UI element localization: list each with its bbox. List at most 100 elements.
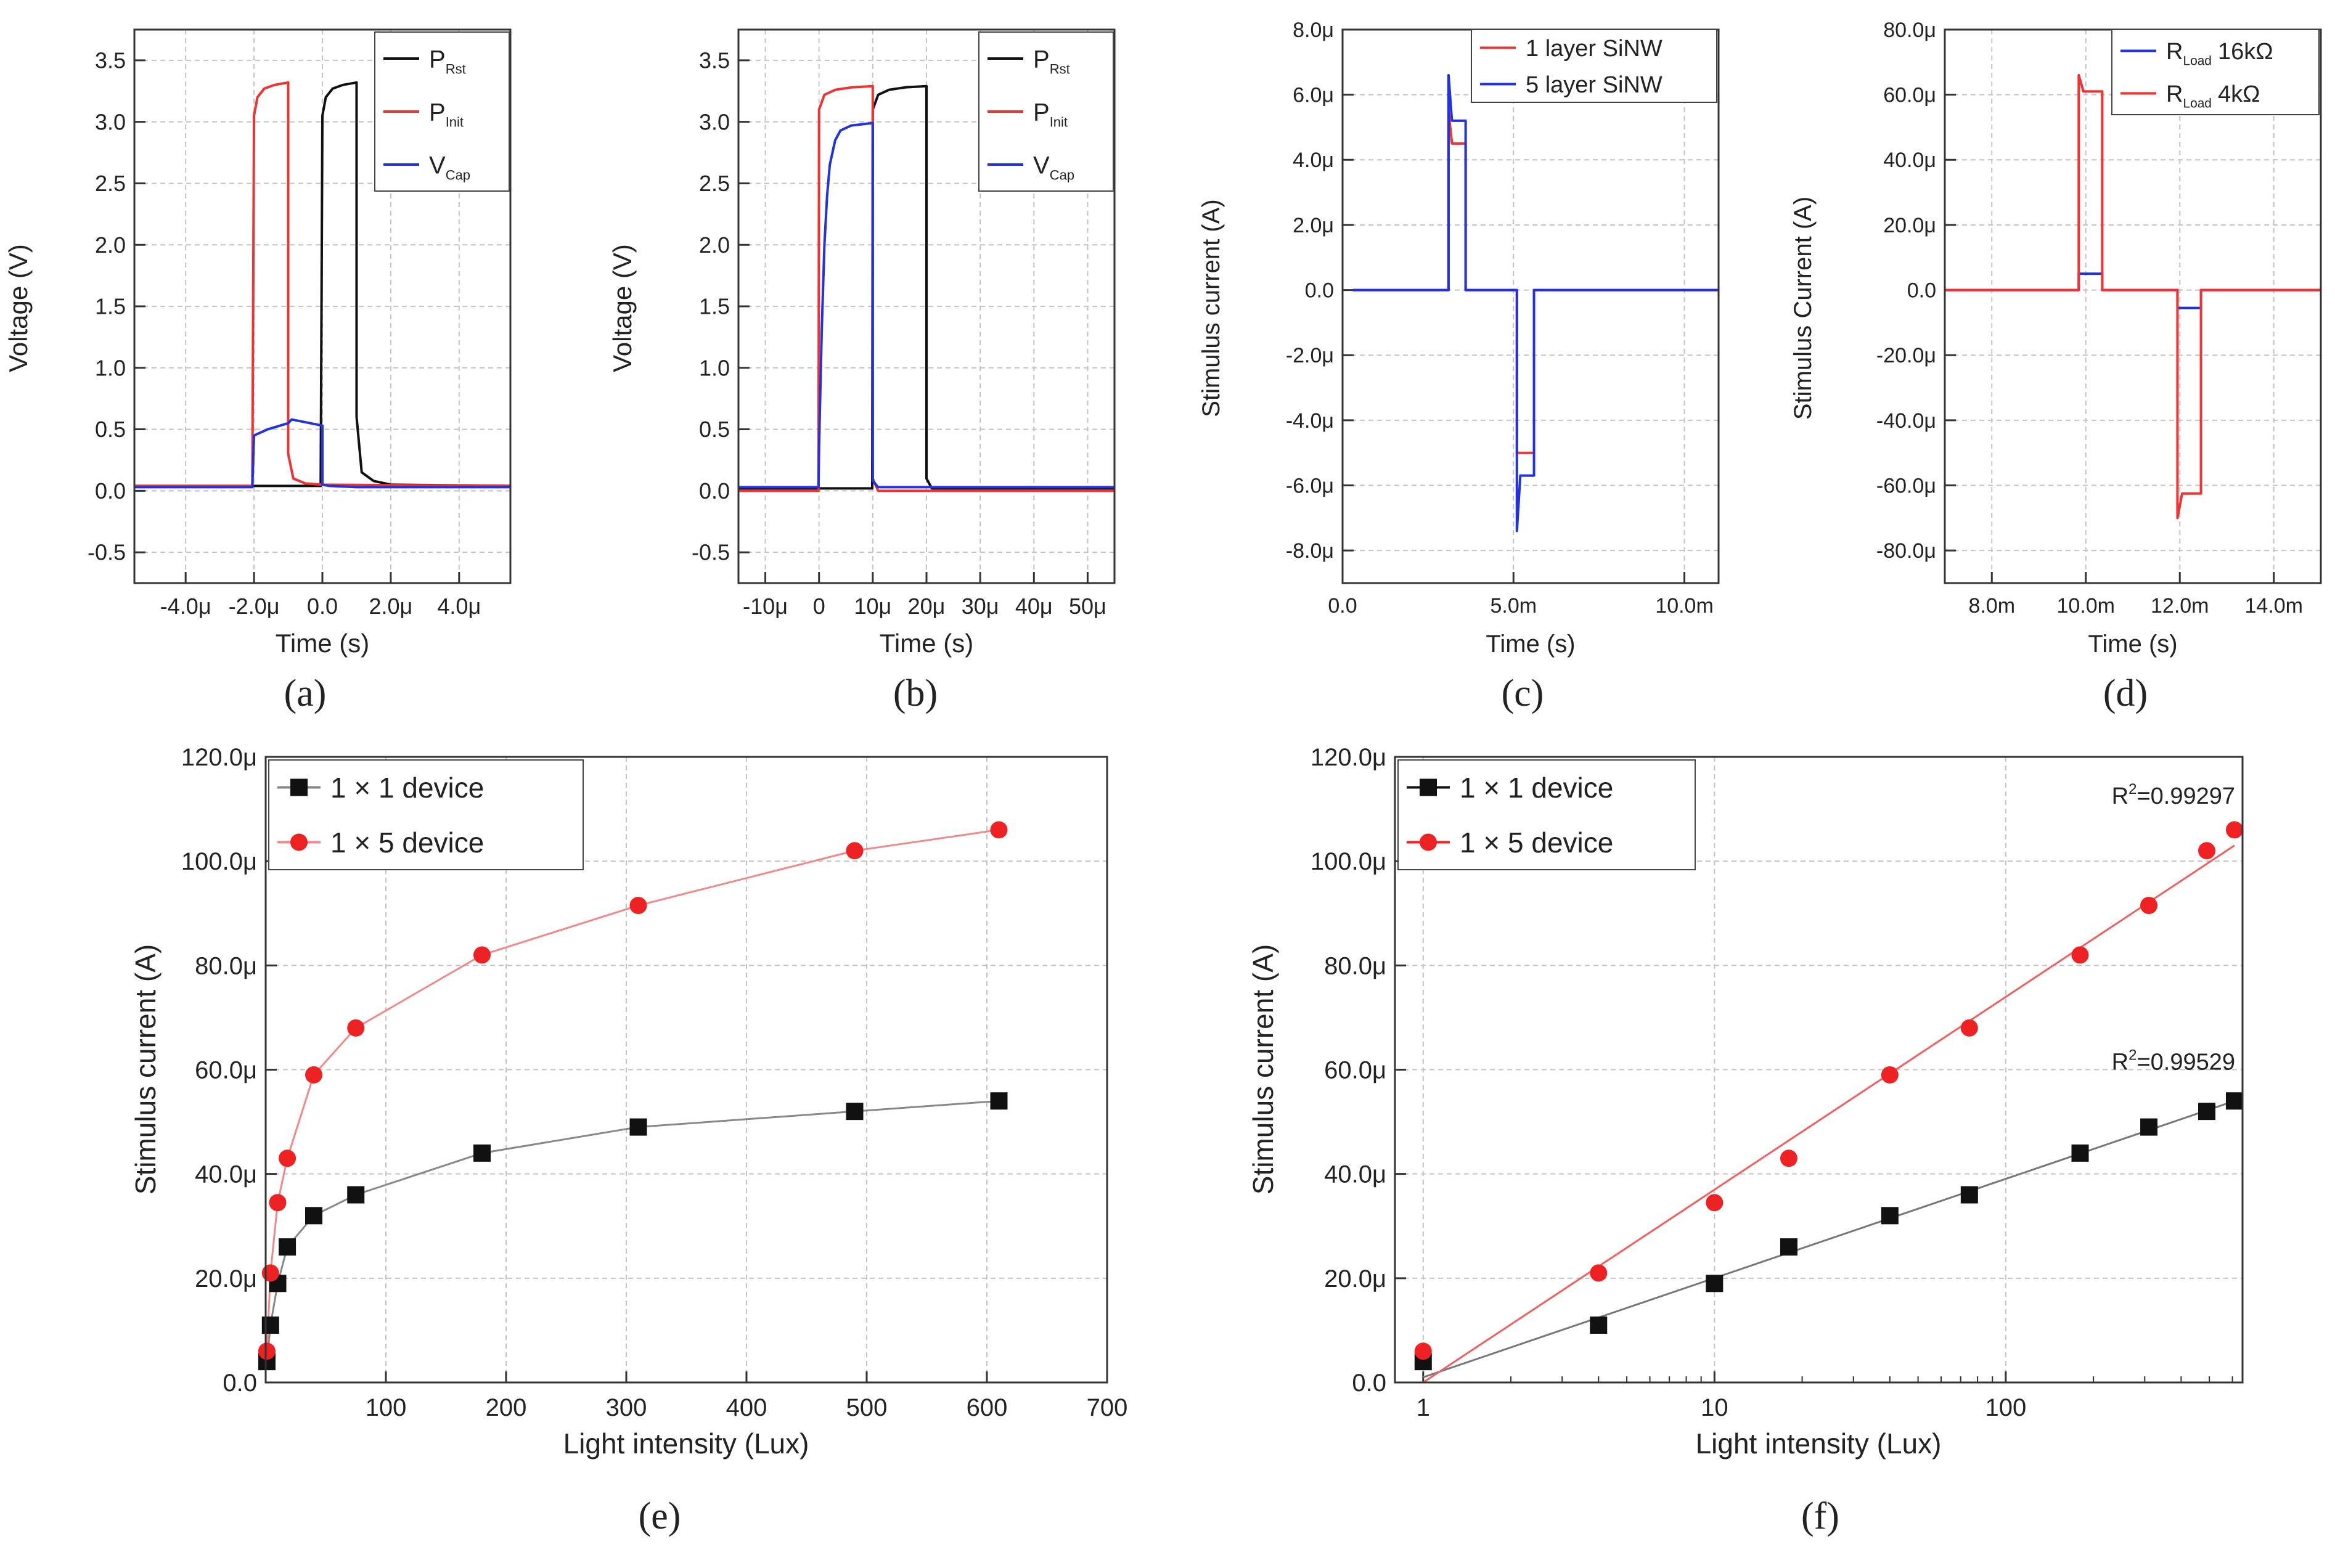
series-line [134, 81, 511, 488]
panel-caption: (b) [893, 672, 938, 714]
series-line [266, 828, 999, 1352]
legend-label: VCap [429, 152, 470, 182]
plot-frame [133, 28, 512, 584]
y-axis-label: Stimulus current (A) [129, 944, 162, 1194]
y-tick-label: 80.0μ [1324, 952, 1386, 979]
y-tick-label: 8.0μ [1293, 18, 1334, 42]
x-axis-label: Time (s) [2088, 631, 2177, 658]
legend-subscript: Init [1050, 114, 1068, 129]
legend-subscript: Init [446, 114, 464, 129]
annotation-prefix: R [2112, 1050, 2128, 1076]
y-tick-label: 20.0μ [1324, 1265, 1386, 1292]
data-point [2071, 1144, 2089, 1162]
panel-caption: (f) [1801, 1495, 1839, 1537]
annotation-prefix: R [2112, 783, 2128, 809]
y-tick-label: 40.0μ [1324, 1161, 1386, 1188]
y-tick-label: 120.0μ [181, 744, 257, 771]
x-tick-label: 0.0 [307, 594, 338, 619]
y-tick-label: 3.0 [95, 109, 126, 134]
y-tick-label: 2.5 [699, 171, 730, 196]
legend-text: P [429, 46, 446, 73]
legend-text: 1 × 1 device [330, 772, 484, 804]
data-point [1960, 1019, 1978, 1037]
legend-box [1471, 29, 1717, 103]
chart-d: 8.0m 10.0m 12.0m 14.0m -80.0μ -60.0μ -40.0μ -20… [1789, 18, 2322, 714]
data-point [258, 1342, 276, 1360]
legend-subscript: Cap [446, 167, 470, 182]
y-axis-label: Voltage (V) [608, 244, 637, 372]
r-squared-label: R2=0.99297 [2112, 781, 2235, 809]
legend-text: P [1033, 99, 1050, 126]
x-tick-label: 5.0m [1490, 594, 1537, 618]
data-point [1881, 1066, 1899, 1084]
legend-label: 1 × 1 device [1460, 772, 1613, 804]
y-tick-label: 0.0 [95, 478, 126, 504]
chart-b: -10μ 0 10μ 20μ 30μ 40μ 50μ -0.5 0.0 0.5 1.0 1.5 2.0 2… [608, 28, 1116, 714]
y-tick-label: -8.0μ [1286, 539, 1334, 563]
x-tick-label: 100 [366, 1394, 407, 1421]
panel-caption: (d) [2103, 672, 2148, 714]
legend-subscript: Rst [446, 61, 466, 76]
y-tick-label: 0.0 [1907, 279, 1936, 302]
x-axis-label: Time (s) [276, 629, 369, 658]
legend-text: 1 × 5 device [1460, 827, 1613, 859]
legend-text: V [429, 152, 446, 179]
x-tick-label: 40μ [1015, 594, 1053, 619]
y-tick-label: -6.0μ [1286, 474, 1334, 497]
legend-label: PInit [429, 99, 464, 129]
y-tick-label: 100.0μ [1311, 848, 1386, 875]
y-tick-label: -20.0μ [1876, 344, 1936, 367]
legend-text: R [2166, 81, 2183, 107]
legend-box [268, 759, 584, 870]
plot-frame [1341, 28, 1720, 584]
legend-label: PInit [1033, 99, 1068, 129]
x-tick-label: -2.0μ [229, 594, 280, 619]
legend-label: RLoad 16kΩ [2166, 39, 2273, 68]
y-tick-label: 120.0μ [1311, 744, 1386, 771]
legend-label: PRst [1033, 46, 1070, 76]
x-tick-label: 200 [486, 1394, 527, 1421]
data-point [1706, 1194, 1724, 1212]
y-tick-label: 60.0μ [195, 1057, 257, 1084]
legend-marker [290, 833, 308, 851]
x-tick-label: -10μ [743, 594, 788, 619]
data-point [2225, 821, 2243, 839]
legend-text: R [2166, 39, 2183, 65]
x-tick-label: 14.0m [2245, 594, 2304, 618]
y-tick-label: -0.5 [692, 540, 730, 565]
annotation-suffix: =0.99297 [2137, 783, 2235, 809]
x-axis-label: Time (s) [880, 629, 973, 658]
y-tick-label: 2.5 [95, 171, 126, 196]
x-tick-label: -4.0μ [160, 594, 211, 619]
x-tick-label: 10.0m [2057, 594, 2116, 618]
y-tick-label: 100.0μ [181, 848, 257, 875]
y-tick-label: -0.5 [88, 540, 126, 565]
data-point [473, 946, 491, 964]
data-point [846, 842, 864, 860]
series-line [1945, 73, 2321, 520]
y-tick-label: 4.0μ [1293, 149, 1334, 172]
data-point [629, 897, 647, 915]
panel-caption: (a) [284, 672, 327, 714]
y-tick-label: 20.0μ [1883, 214, 1936, 237]
y-tick-label: 2.0 [95, 232, 126, 258]
y-axis-label: Stimulus Current (A) [1789, 197, 1817, 420]
annotation-suffix: =0.99529 [2137, 1050, 2235, 1076]
legend-text: 1 × 1 device [1460, 772, 1613, 804]
data-point [1590, 1264, 1608, 1282]
data-point [473, 1144, 491, 1162]
x-tick-label: 10μ [854, 594, 891, 619]
y-tick-label: -80.0μ [1876, 539, 1936, 563]
data-point [279, 1238, 296, 1256]
y-tick-label: 2.0 [699, 232, 730, 258]
data-point [1881, 1207, 1899, 1225]
annotation-sup: 2 [2128, 1047, 2137, 1064]
data-point [347, 1186, 365, 1204]
r-squared-label: R2=0.99529 [2112, 1047, 2235, 1076]
series-line [134, 418, 510, 489]
legend-label: RLoad 4kΩ [2166, 81, 2260, 111]
data-point [1706, 1275, 1724, 1292]
series-line [1352, 110, 1719, 454]
legend-subscript: Rst [1050, 61, 1070, 76]
y-tick-label: 6.0μ [1293, 84, 1334, 107]
